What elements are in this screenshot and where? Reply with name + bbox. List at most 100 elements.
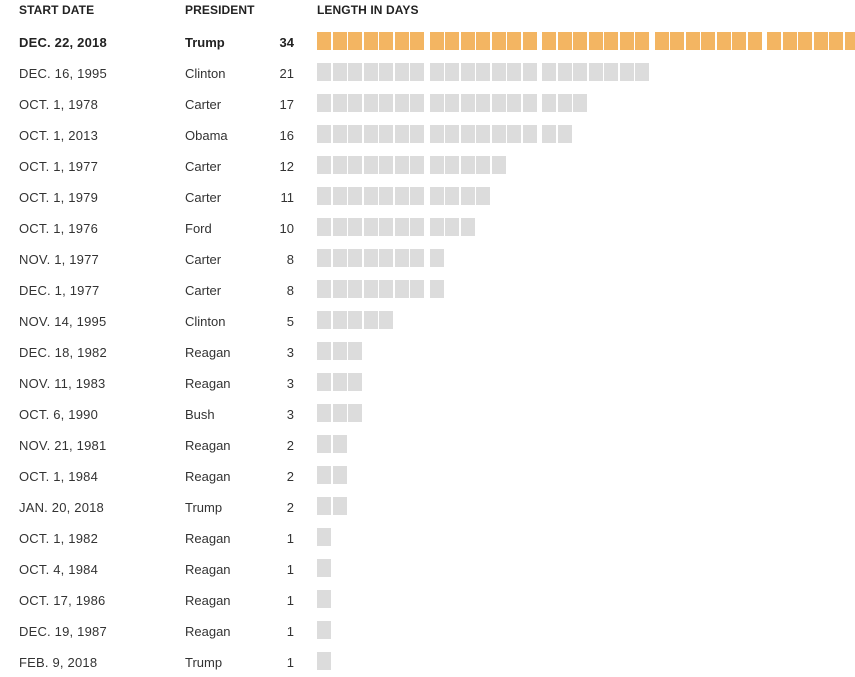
president-cell: Reagan [185,469,231,484]
day-block [379,311,393,329]
day-block [445,94,459,112]
president-cell: Carter [185,97,221,112]
president-cell: Trump [185,500,222,515]
day-block [701,32,715,50]
day-block [814,32,828,50]
day-block [686,32,700,50]
start-date-cell: OCT. 17, 1986 [19,593,105,608]
president-cell: Reagan [185,562,231,577]
day-block [410,249,424,267]
president-cell: Carter [185,159,221,174]
day-block [395,218,409,236]
president-cell: Reagan [185,345,231,360]
day-block [364,94,378,112]
days-value-label: 3 [276,345,294,360]
day-block [430,249,444,267]
day-block [767,32,781,50]
day-block [333,404,347,422]
day-block [430,280,444,298]
day-block [348,187,362,205]
day-block [364,249,378,267]
day-block [348,32,362,50]
day-block [333,249,347,267]
day-block [476,125,490,143]
day-block [635,32,649,50]
start-date-cell: OCT. 1, 2013 [19,128,98,143]
day-block [430,187,444,205]
day-block [348,156,362,174]
day-block [542,63,556,81]
president-cell: Ford [185,221,212,236]
day-block [395,32,409,50]
table-row: OCT. 1, 1976 Ford 10 [0,212,855,243]
days-value-label: 1 [276,562,294,577]
day-block [410,280,424,298]
day-block [461,63,475,81]
start-date-cell: NOV. 14, 1995 [19,314,106,329]
day-block [379,63,393,81]
president-cell: Reagan [185,376,231,391]
day-block [317,218,331,236]
day-block [333,187,347,205]
president-cell: Reagan [185,438,231,453]
day-block [317,187,331,205]
days-value-label: 8 [276,252,294,267]
day-block [476,156,490,174]
day-block [348,249,362,267]
day-block [333,218,347,236]
day-block [333,435,347,453]
header-president: PRESIDENT [185,3,255,17]
days-value-label: 3 [276,376,294,391]
day-block [317,466,331,484]
days-value-label: 10 [276,221,294,236]
day-block [523,94,537,112]
header-start-date: START DATE [19,3,94,17]
day-block [410,218,424,236]
day-block [333,373,347,391]
day-block [348,218,362,236]
day-block [333,94,347,112]
days-value-label: 2 [276,469,294,484]
day-block [348,311,362,329]
day-block [430,63,444,81]
days-value-label: 12 [276,159,294,174]
start-date-cell: DEC. 1, 1977 [19,283,99,298]
day-block [333,311,347,329]
day-block [558,94,572,112]
day-block [348,280,362,298]
president-cell: Bush [185,407,215,422]
day-block [379,280,393,298]
day-block [507,94,521,112]
president-cell: Reagan [185,531,231,546]
day-block [379,94,393,112]
day-block [364,32,378,50]
start-date-cell: OCT. 6, 1990 [19,407,98,422]
day-block [635,63,649,81]
header-length-in-days: LENGTH IN DAYS [317,3,419,17]
days-value-label: 1 [276,624,294,639]
day-block [348,94,362,112]
day-block [573,32,587,50]
day-block [333,466,347,484]
day-block [523,32,537,50]
day-block [317,125,331,143]
day-block [445,187,459,205]
day-block [430,94,444,112]
day-block [589,63,603,81]
day-block [604,63,618,81]
day-block [492,94,506,112]
days-value-label: 17 [276,97,294,112]
day-block [395,187,409,205]
start-date-cell: OCT. 1, 1976 [19,221,98,236]
day-block [558,32,572,50]
day-block [317,497,331,515]
day-block [748,32,762,50]
start-date-cell: NOV. 21, 1981 [19,438,106,453]
day-block [333,125,347,143]
day-block [317,311,331,329]
